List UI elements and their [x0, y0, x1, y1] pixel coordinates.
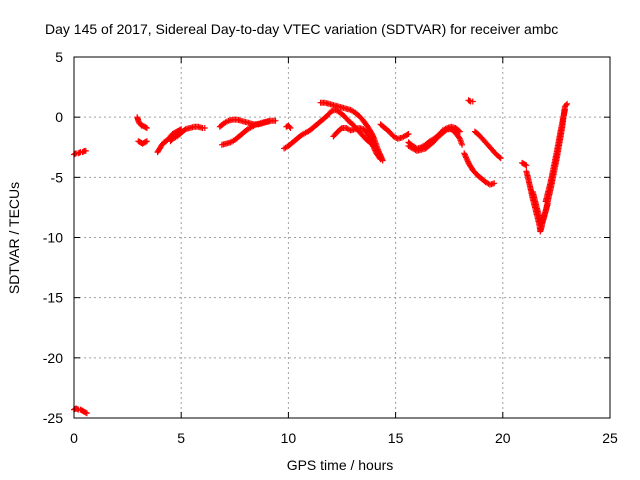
axis-ticks: 0 5 10 15 20 25 5 0 -5 -10 -15 -20 -25 — [43, 49, 618, 446]
y-tick-label: -25 — [43, 410, 63, 426]
data-point — [201, 125, 208, 131]
x-tick-label: 5 — [177, 430, 185, 446]
data-point — [286, 123, 293, 130]
data-point — [455, 127, 462, 134]
data-point — [405, 131, 412, 137]
x-tick-label: 15 — [388, 430, 404, 446]
data-point — [377, 156, 384, 163]
data-point — [376, 155, 383, 162]
x-tick-label: 10 — [281, 430, 297, 446]
y-tick-label: 0 — [55, 109, 63, 125]
data-point — [82, 147, 89, 154]
chart-title: Day 145 of 2017, Sidereal Day-to-day VTE… — [45, 21, 558, 37]
data-point — [287, 125, 294, 131]
data-point — [562, 106, 568, 113]
y-tick-label: -5 — [51, 169, 64, 185]
data-point — [496, 154, 503, 161]
y-tick-label: -20 — [43, 350, 63, 366]
data-point — [143, 138, 150, 145]
x-tick-label: 20 — [495, 430, 511, 446]
data-points — [71, 97, 571, 417]
data-point — [497, 155, 504, 162]
x-tick-label: 25 — [602, 430, 618, 446]
y-tick-label: -15 — [43, 290, 63, 306]
data-point — [563, 102, 569, 109]
grid-lines — [74, 57, 610, 418]
data-point — [266, 117, 273, 124]
data-point — [491, 180, 498, 187]
y-tick-label: 5 — [55, 49, 63, 65]
data-point — [83, 410, 90, 417]
x-tick-label: 0 — [70, 430, 78, 446]
x-axis-label: GPS time / hours — [287, 457, 394, 473]
data-point — [469, 98, 476, 105]
data-point — [456, 128, 463, 135]
data-point — [272, 117, 279, 124]
data-point — [523, 162, 530, 169]
data-point — [459, 141, 466, 148]
data-point — [539, 217, 546, 224]
y-axis-label: SDTVAR / TECUs — [6, 182, 22, 294]
data-point — [143, 125, 150, 131]
data-point — [564, 100, 571, 107]
y-tick-label: -10 — [43, 230, 63, 246]
